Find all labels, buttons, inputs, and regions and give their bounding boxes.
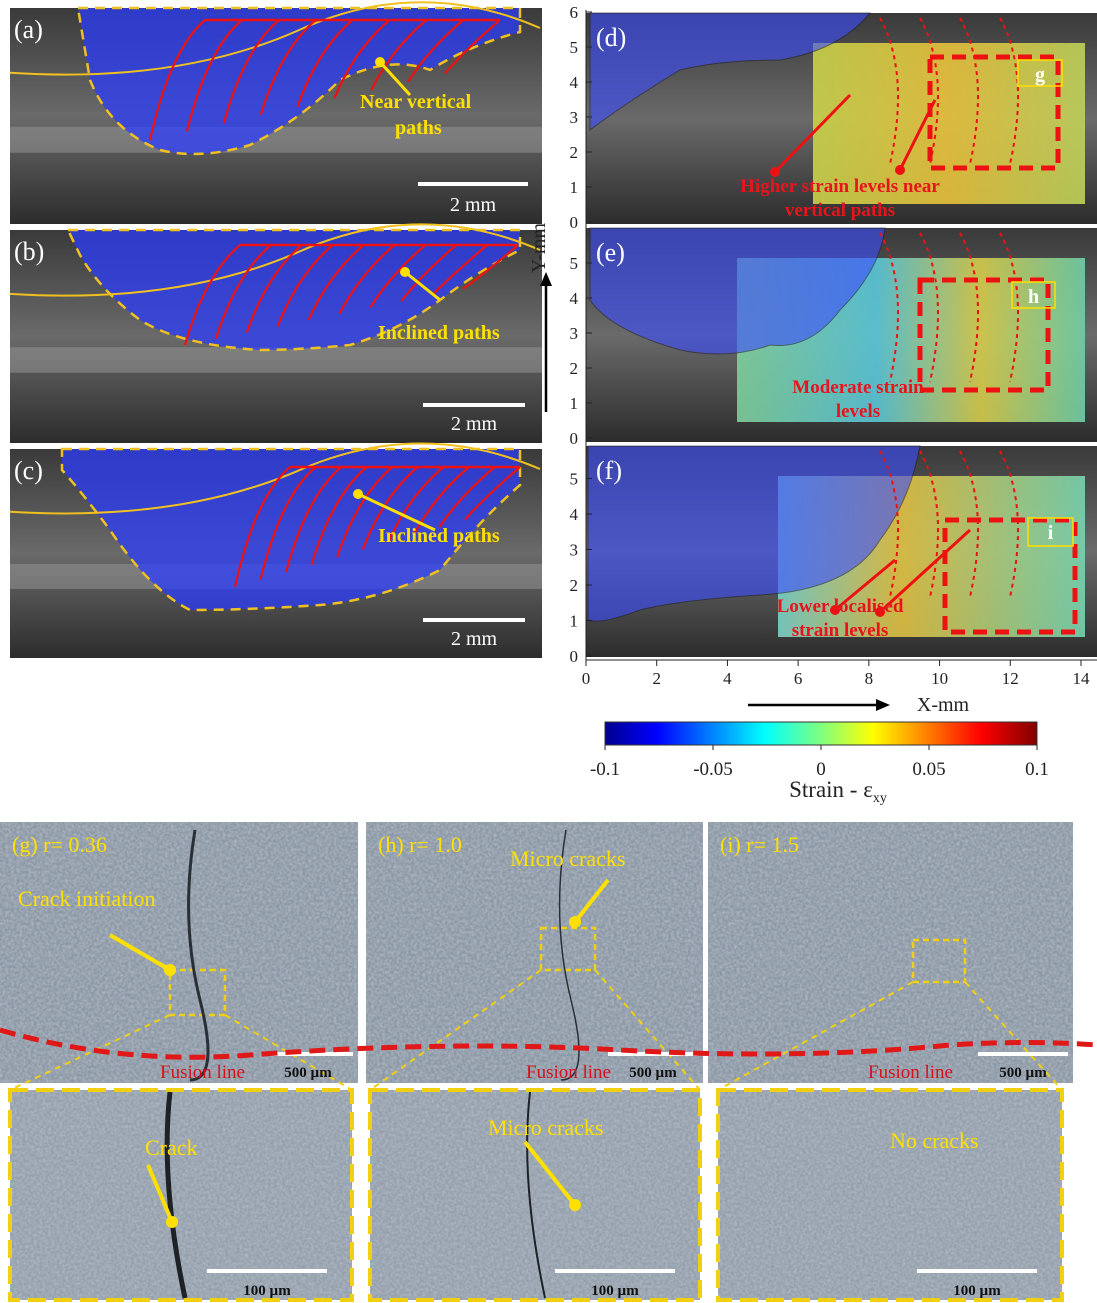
colorbar-tick-label: -0.05	[693, 759, 733, 780]
x-tick-label: 6	[794, 669, 803, 688]
x-tick-label: 4	[723, 669, 732, 688]
stage: (a) Near vertical paths 2 mm (b) Inclined pat…	[0, 2, 1097, 1300]
micrograph-label: (g) r= 0.36	[12, 832, 107, 857]
colorbar-label-subscript: xy	[873, 791, 887, 806]
arrow-head	[166, 1216, 178, 1228]
annotation: Inclined paths	[378, 322, 500, 344]
x-tick-label: 14	[1073, 669, 1091, 688]
colorbar-tick-label: 0.1	[1025, 759, 1049, 780]
x-tick-label: 0	[582, 669, 591, 688]
annotation: Crack initiation	[18, 886, 155, 911]
colorbar-tick-label: 0.05	[912, 759, 945, 780]
region-label: h	[1028, 286, 1039, 308]
panel-label: (a)	[14, 15, 43, 44]
y-tick-label: 5	[570, 38, 579, 57]
annotation: Higher strain levels near	[740, 176, 940, 197]
arrow-head	[353, 489, 363, 499]
arrow-head	[164, 964, 176, 976]
y-tick-label: 0	[570, 647, 579, 666]
colorbar	[605, 722, 1037, 745]
fusion-line-label: Fusion line	[526, 1062, 611, 1083]
y-tick-label: 2	[570, 576, 579, 595]
annotation: Lower localised	[777, 596, 904, 617]
panel-label: (c)	[14, 456, 43, 485]
colorbar-tick-label: -0.1	[590, 759, 620, 780]
annotation: paths	[395, 117, 442, 139]
y-tick-label: 1	[570, 178, 579, 197]
y-tick-label: 4	[570, 289, 579, 308]
annotation: Moderate strain	[792, 377, 924, 398]
zoom-annotation: No cracks	[890, 1128, 979, 1153]
annotation: strain levels	[792, 620, 889, 641]
bright-band	[10, 347, 542, 373]
y-tick-label: 0	[570, 429, 579, 448]
region-label: g	[1035, 64, 1045, 86]
arrow-head	[895, 165, 905, 175]
scale-bar-label: 2 mm	[451, 628, 498, 650]
zoom-annotation: Crack	[145, 1135, 198, 1160]
panel-label: (e)	[596, 238, 625, 267]
y-tick-label: 0	[570, 213, 579, 232]
y-tick-label: 6	[570, 3, 579, 22]
x-tick-label: 8	[865, 669, 874, 688]
zoom-texture	[718, 1090, 1062, 1300]
annotation: levels	[836, 401, 880, 422]
arrow-head	[569, 916, 581, 928]
annotation: Near vertical	[360, 91, 472, 113]
x-tick-label: 10	[931, 669, 948, 688]
x-tick-label: 2	[652, 669, 661, 688]
y-tick-label: 4	[570, 73, 579, 92]
x-axis-label: X-mm	[917, 694, 970, 716]
micrograph-label: (i) r= 1.5	[720, 832, 799, 857]
region-label: i	[1048, 522, 1054, 544]
arrow-head	[375, 57, 385, 67]
y-tick-label: 5	[570, 470, 579, 489]
annotation: vertical paths	[785, 200, 895, 221]
y-tick-label: 5	[570, 254, 579, 273]
fusion-line-label: Fusion line	[160, 1062, 245, 1083]
scale-bar-label: 500 µm	[999, 1065, 1047, 1081]
y-tick-label: 3	[570, 324, 579, 343]
colorbar-label: Strain - εxy	[789, 777, 887, 806]
fusion-line-label: Fusion line	[868, 1062, 953, 1083]
panel-label: (f)	[596, 456, 622, 485]
scale-bar-label: 2 mm	[450, 194, 497, 216]
arrow-head	[569, 1199, 581, 1211]
annotation: Micro cracks	[510, 846, 625, 871]
y-tick-label: 3	[570, 108, 579, 127]
figure: (a) Near vertical paths 2 mm (b) Inclined pat…	[0, 0, 1097, 1303]
micrograph-label: (h) r= 1.0	[378, 832, 462, 857]
panel-label: (d)	[596, 23, 626, 52]
y-tick-label: 2	[570, 143, 579, 162]
y-axis-label: Y-mm	[528, 223, 550, 273]
annotation: Inclined paths	[378, 525, 500, 547]
scale-bar-label: 2 mm	[451, 413, 498, 435]
arrow-head	[400, 267, 410, 277]
panel-label: (b)	[14, 237, 44, 266]
zoom-annotation: Micro cracks	[488, 1115, 603, 1140]
scale-bar-label: 100 µm	[591, 1283, 639, 1299]
colorbar-label-text: Strain - ε	[789, 777, 873, 802]
y-tick-label: 2	[570, 359, 579, 378]
y-tick-label: 3	[570, 541, 579, 560]
scale-bar-label: 100 µm	[953, 1283, 1001, 1299]
y-tick-label: 4	[570, 505, 579, 524]
y-tick-label: 1	[570, 612, 579, 631]
x-arrow-head	[876, 699, 890, 711]
y-tick-label: 1	[570, 394, 579, 413]
x-tick-label: 12	[1002, 669, 1019, 688]
scale-bar-label: 500 µm	[629, 1065, 677, 1081]
scale-bar-label: 500 µm	[284, 1065, 332, 1081]
scale-bar-label: 100 µm	[243, 1283, 291, 1299]
